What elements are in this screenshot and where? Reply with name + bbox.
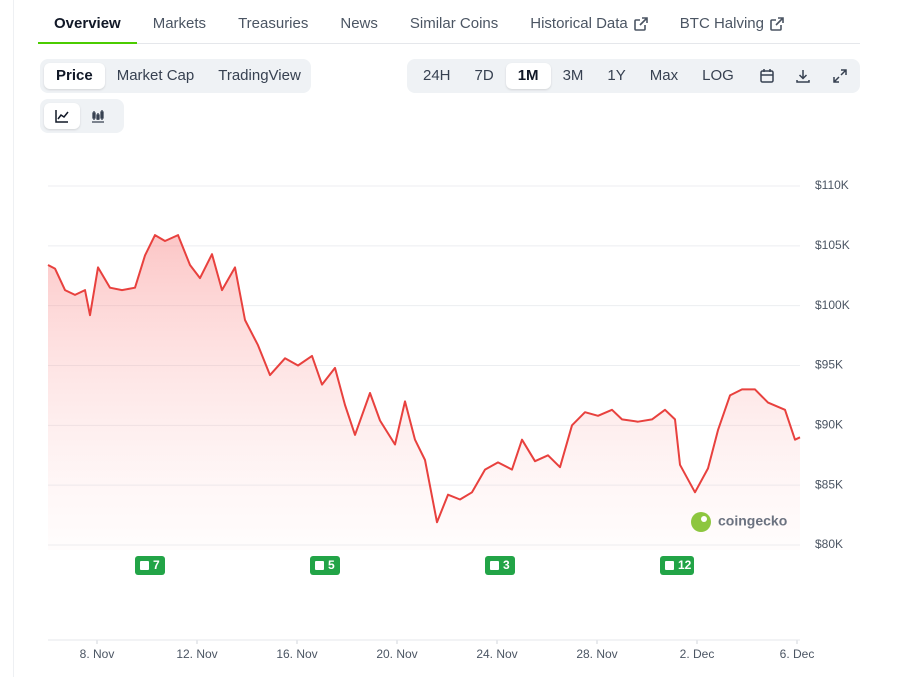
view-button[interactable]: Price (44, 63, 105, 89)
tab[interactable]: News (324, 4, 394, 43)
download-button[interactable] (788, 63, 820, 89)
external-icon (633, 16, 648, 31)
tab[interactable]: Overview (38, 4, 137, 44)
watermark: coingecko (691, 512, 787, 532)
x-tick-label: 12. Nov (176, 647, 217, 661)
tab-label: Overview (54, 14, 121, 32)
range-button[interactable]: 3M (562, 67, 584, 84)
y-tick-label: $85K (815, 477, 843, 491)
watermark-text: coingecko (718, 513, 787, 529)
tab-bar: Overview Markets Treasuries News Similar Coi… (38, 4, 860, 44)
fullscreen-icon (833, 69, 847, 83)
fullscreen-button[interactable] (824, 63, 856, 89)
calendar-icon (759, 69, 774, 83)
x-tick-label: 8. Nov (80, 647, 115, 661)
x-tick-label: 20. Nov (376, 647, 417, 661)
range-button[interactable]: 1M (505, 63, 551, 89)
y-tick-label: $90K (815, 418, 843, 432)
tab[interactable]: Markets (137, 4, 222, 43)
watermark-logo-eye (701, 516, 707, 522)
candle-icon (92, 110, 104, 123)
x-tick-label: 24. Nov (476, 647, 517, 661)
line-icon (55, 110, 69, 123)
view-button[interactable]: Market Cap (116, 67, 195, 84)
tab-label: Historical Data (530, 14, 628, 32)
news-badge-icon (665, 561, 674, 570)
tab[interactable]: Treasuries (222, 4, 324, 43)
y-tick-label: $80K (815, 537, 843, 551)
tab[interactable]: Historical Data (514, 4, 664, 43)
frame-border (13, 0, 14, 677)
tab[interactable]: Similar Coins (394, 4, 514, 43)
range-button[interactable]: LOG (702, 67, 734, 84)
price-line (47, 234, 801, 524)
x-tick-label: 28. Nov (576, 647, 617, 661)
range-toggle: 24H 7D 1M 3M 1Y Max LOG (407, 59, 860, 93)
news-badge-icon (315, 561, 324, 570)
news-badge-count: 12 (678, 558, 692, 572)
chart-style-toggle (40, 99, 124, 133)
tab-label: Similar Coins (409, 14, 499, 32)
tab-label: Treasuries (238, 14, 309, 32)
x-tick-label: 16. Nov (276, 647, 317, 661)
external-icon (770, 16, 784, 31)
calendar-button[interactable] (751, 63, 783, 89)
tab[interactable]: BTC Halving (664, 4, 800, 43)
news-badge-count: 7 (153, 558, 160, 572)
news-badge (310, 556, 340, 575)
range-button[interactable]: 1Y (607, 67, 626, 84)
tab-label: BTC Halving (679, 14, 764, 32)
range-button[interactable]: 7D (474, 67, 494, 84)
x-tick-label: 2. Dec (680, 647, 715, 661)
price-area (48, 235, 800, 550)
y-tick-label: $100K (815, 298, 850, 312)
news-badge (660, 556, 694, 575)
download-icon (796, 70, 811, 83)
news-badge (485, 556, 515, 575)
news-badge-icon (140, 561, 149, 570)
x-tick-label: 6. Dec (780, 647, 815, 661)
news-badge-icon (490, 561, 499, 570)
tab-label: News (340, 14, 378, 32)
view-button[interactable]: TradingView (218, 67, 301, 84)
news-badge-count: 3 (503, 558, 510, 572)
view-toggle: Price Market Cap TradingView (40, 59, 311, 93)
news-badge (135, 556, 165, 575)
candle-chart-button[interactable] (80, 103, 116, 129)
tab-label: Markets (152, 14, 207, 32)
y-tick-label: $95K (815, 358, 843, 372)
range-button[interactable]: 24H (423, 67, 451, 84)
range-button[interactable]: Max (649, 67, 679, 84)
y-tick-label: $110K (815, 178, 849, 192)
y-tick-label: $105K (815, 238, 850, 252)
news-badge-count: 5 (328, 558, 335, 572)
line-chart-button[interactable] (44, 103, 80, 129)
watermark-logo (691, 512, 711, 532)
